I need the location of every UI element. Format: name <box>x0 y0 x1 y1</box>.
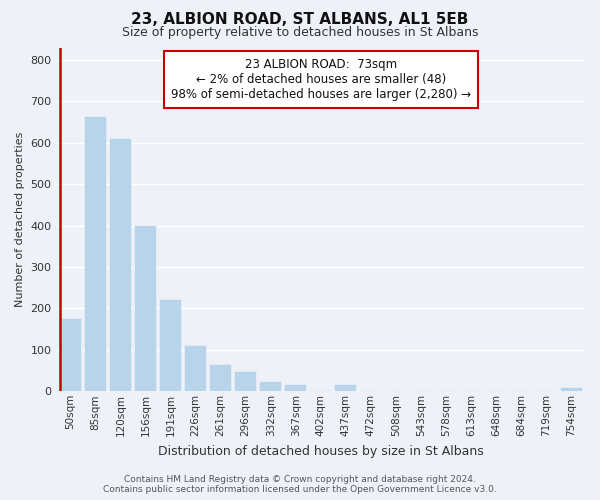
X-axis label: Distribution of detached houses by size in St Albans: Distribution of detached houses by size … <box>158 444 484 458</box>
Y-axis label: Number of detached properties: Number of detached properties <box>15 132 25 307</box>
Bar <box>59 319 81 392</box>
Bar <box>110 138 131 392</box>
Bar <box>285 386 307 392</box>
Bar <box>235 372 256 392</box>
Text: 23 ALBION ROAD:  73sqm
← 2% of detached houses are smaller (48)
98% of semi-deta: 23 ALBION ROAD: 73sqm ← 2% of detached h… <box>171 58 471 101</box>
Bar <box>210 365 231 392</box>
Bar <box>185 346 206 392</box>
Bar <box>85 116 106 392</box>
Bar <box>335 385 356 392</box>
Bar <box>260 382 281 392</box>
Bar <box>560 388 582 392</box>
Text: Contains HM Land Registry data © Crown copyright and database right 2024.
Contai: Contains HM Land Registry data © Crown c… <box>103 474 497 494</box>
Bar <box>135 226 156 392</box>
Bar <box>160 300 181 392</box>
Text: Size of property relative to detached houses in St Albans: Size of property relative to detached ho… <box>122 26 478 39</box>
Text: 23, ALBION ROAD, ST ALBANS, AL1 5EB: 23, ALBION ROAD, ST ALBANS, AL1 5EB <box>131 12 469 28</box>
